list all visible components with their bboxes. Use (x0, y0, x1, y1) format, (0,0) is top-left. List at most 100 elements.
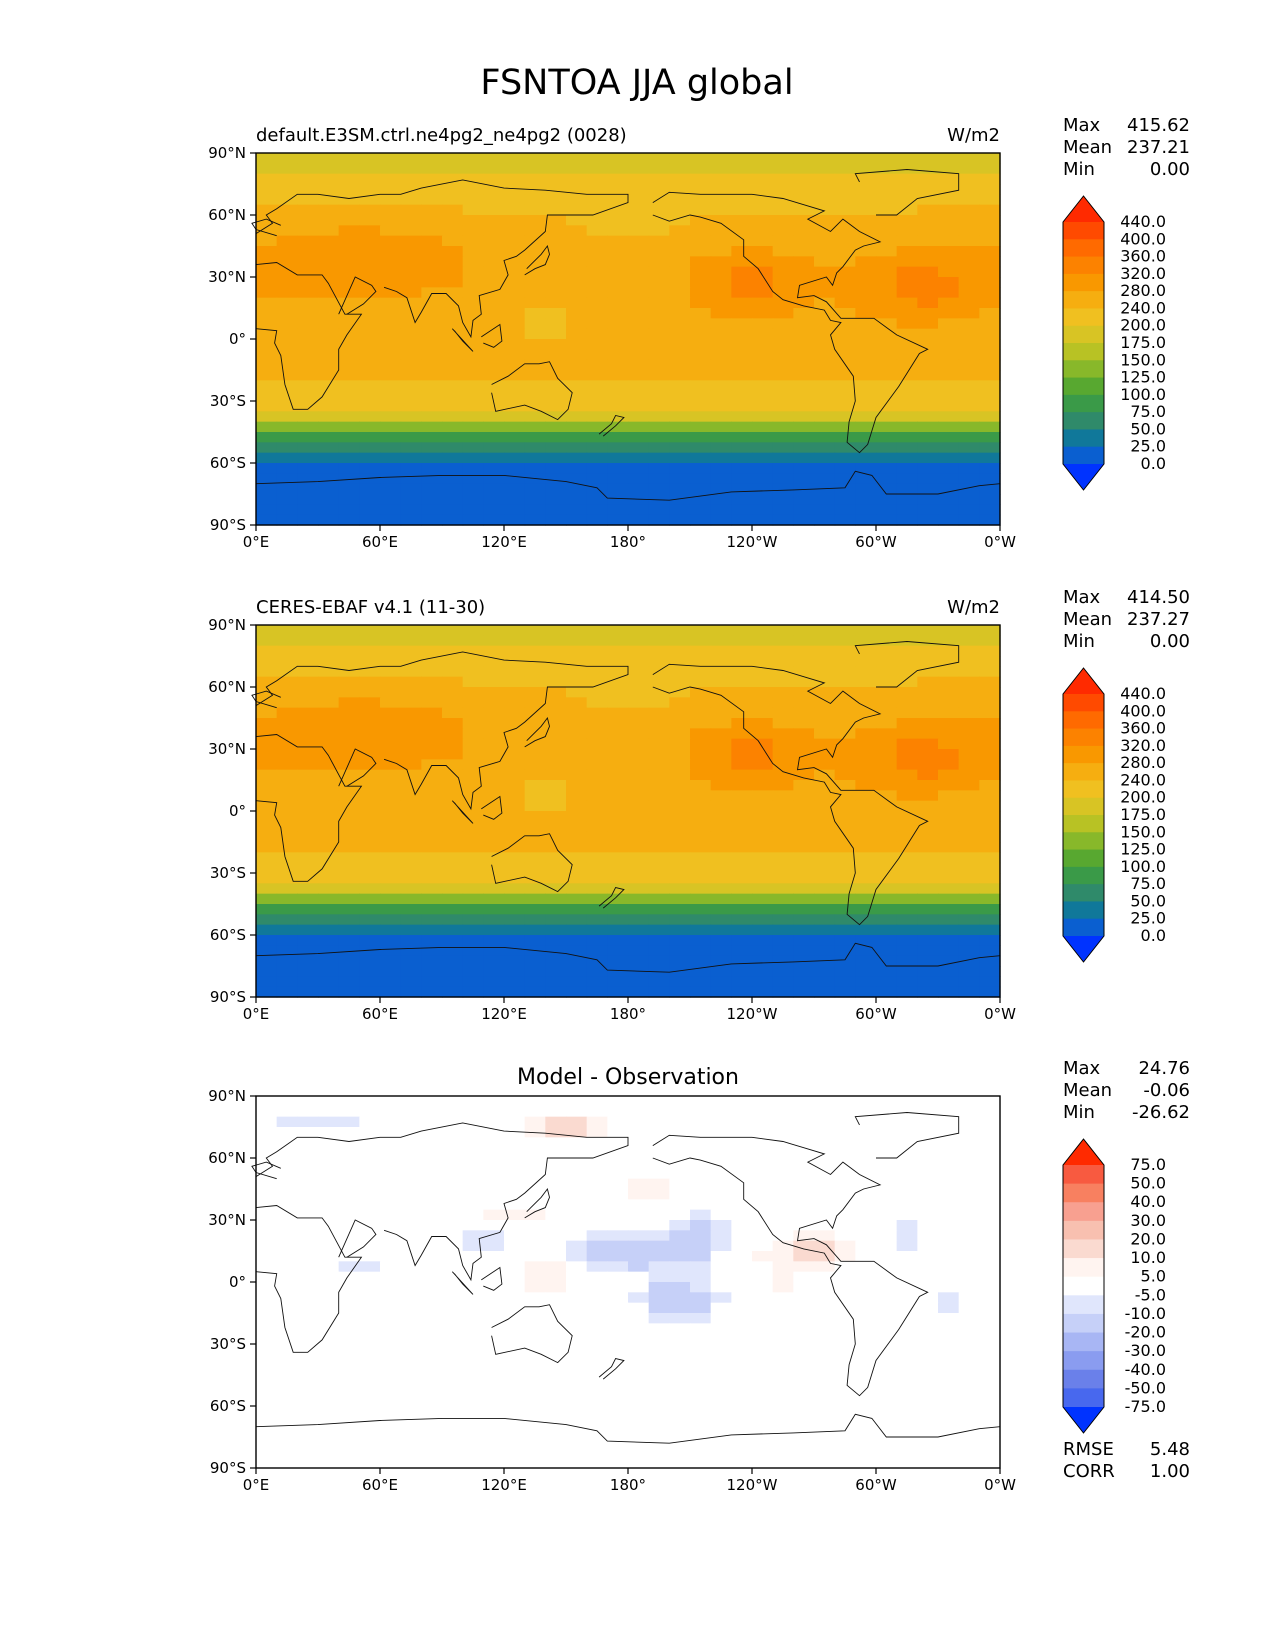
field-cell (421, 1147, 443, 1159)
field-cell (442, 635, 464, 647)
field-cell (628, 401, 650, 412)
field-cell (297, 1282, 319, 1293)
field-cell (752, 194, 774, 206)
field-cell (979, 759, 1001, 771)
field-cell (896, 1292, 918, 1304)
field-cell (421, 1096, 443, 1107)
field-cell (524, 194, 546, 206)
field-cell (607, 1189, 629, 1200)
field-cell (504, 945, 526, 957)
field-cell (648, 194, 670, 206)
field-cell (524, 349, 546, 361)
field-cell (938, 1261, 960, 1273)
field-cell (752, 1406, 774, 1417)
field-cell (359, 1199, 381, 1211)
field-cell (566, 1354, 588, 1366)
field-cell (504, 452, 526, 464)
field-cell (276, 697, 298, 709)
field-cell (483, 1406, 505, 1417)
field-cell (731, 1313, 753, 1324)
field-cell (979, 1271, 1001, 1283)
field-cell (256, 411, 278, 423)
field-cell (566, 852, 588, 864)
field-cell (834, 749, 856, 760)
field-cell (814, 225, 836, 237)
field-cell (814, 790, 836, 802)
field-cell (586, 769, 608, 781)
field-cell (938, 1385, 960, 1397)
field-cell (504, 359, 526, 371)
field-cell (628, 687, 650, 698)
field-cell (855, 184, 877, 195)
field-cell (917, 153, 939, 164)
field-cell (979, 153, 1001, 164)
field-cell (628, 1209, 650, 1221)
field-cell (876, 924, 898, 936)
field-cell (710, 256, 732, 268)
field-cell (958, 1385, 980, 1397)
field-cell (876, 1271, 898, 1283)
field-cell (855, 1385, 877, 1397)
field-cell (690, 1375, 712, 1386)
field-cell (421, 831, 443, 843)
field-cell (855, 1375, 877, 1386)
field-cell (731, 893, 753, 905)
field-cell (710, 1251, 732, 1262)
field-cell (586, 204, 608, 216)
field-cell (338, 873, 360, 884)
field-cell (669, 339, 691, 350)
field-cell (338, 380, 360, 392)
field-cell (421, 308, 443, 319)
field-cell (690, 749, 712, 760)
field-cell (876, 707, 898, 719)
field-cell (276, 687, 298, 698)
field-cell (338, 966, 360, 977)
field-cell (793, 1106, 815, 1118)
field-cell (256, 800, 278, 812)
colorbar-extend-bottom (1063, 1407, 1104, 1433)
field-cell (855, 1457, 877, 1469)
field-cell (917, 328, 939, 340)
field-cell (400, 1323, 422, 1335)
field-cell (896, 800, 918, 812)
field-cell (380, 1106, 402, 1118)
field-cell (814, 1333, 836, 1345)
field-cell (442, 986, 464, 998)
field-cell (814, 759, 836, 771)
field-cell (752, 697, 774, 709)
field-cell (834, 452, 856, 464)
field-cell (462, 1354, 484, 1366)
field-cell (628, 463, 650, 474)
field-cell (710, 483, 732, 495)
field-cell (752, 1426, 774, 1438)
field-cell (690, 339, 712, 350)
colorbar-extend-top (1063, 668, 1104, 694)
field-cell (483, 184, 505, 195)
field-cell (276, 1416, 298, 1428)
field-cell (855, 1426, 877, 1438)
field-cell (400, 769, 422, 781)
field-cell (504, 473, 526, 485)
field-cell (566, 749, 588, 760)
field-cell (710, 759, 732, 771)
field-cell (690, 494, 712, 505)
field-cell (896, 308, 918, 319)
field-cell (669, 359, 691, 371)
field-cell (896, 749, 918, 760)
field-cell (380, 235, 402, 247)
field-cell (442, 1220, 464, 1231)
field-cell (710, 697, 732, 709)
field-cell (400, 831, 422, 843)
field-cell (752, 483, 774, 495)
field-cell (876, 359, 898, 371)
field-cell (607, 666, 629, 678)
field-cell (338, 893, 360, 905)
field-cell (896, 955, 918, 967)
field-cell (359, 1251, 381, 1262)
colorbar-segment (1063, 1388, 1104, 1408)
field-cell (524, 862, 546, 874)
colorbar-extend-top (1063, 196, 1104, 222)
field-cell (834, 411, 856, 423)
field-cell (566, 645, 588, 657)
field-cell (690, 297, 712, 309)
